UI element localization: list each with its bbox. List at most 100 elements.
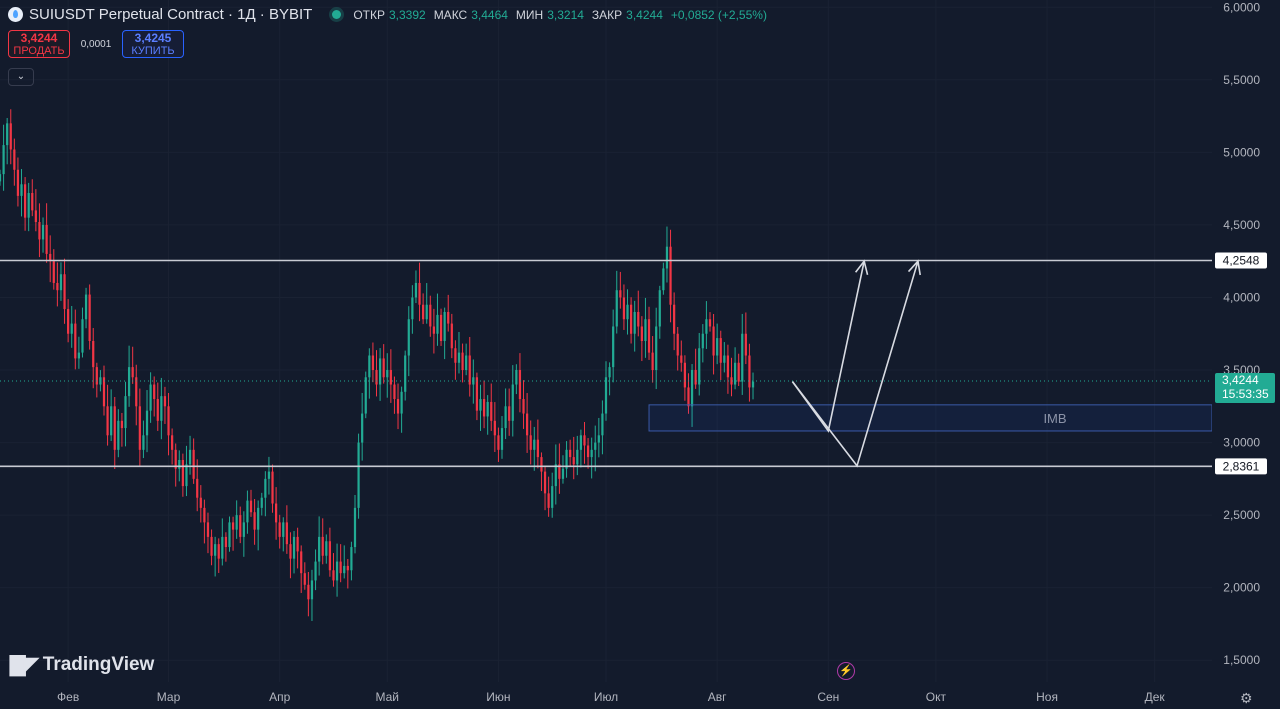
candle-body — [515, 370, 518, 385]
candle-body — [375, 370, 378, 385]
candle-body — [601, 413, 604, 436]
candle-body — [748, 355, 751, 388]
candle-body — [52, 261, 55, 283]
candle-body — [551, 486, 554, 508]
candle-body — [178, 459, 181, 469]
x-tick-label: Мар — [157, 690, 181, 704]
y-tick-label: 5,0000 — [1223, 145, 1260, 159]
candle-body — [690, 370, 694, 407]
tradingview-logo[interactable]: ▇◤ TradingView — [10, 652, 154, 677]
ohlc-high-value: 3,4464 — [471, 7, 508, 22]
spread-value: 0,0001 — [80, 38, 112, 50]
candle-body — [106, 406, 109, 436]
sell-button[interactable]: 3,4244 ПРОДАТЬ — [8, 30, 70, 58]
candle-body — [389, 370, 392, 385]
y-tick-label: 6,0000 — [1223, 0, 1260, 14]
candle-body — [497, 435, 500, 450]
candle-body — [74, 323, 77, 359]
y-tick-label: 4,0000 — [1223, 290, 1260, 304]
candle-body — [651, 352, 654, 371]
candle-body — [500, 428, 504, 450]
candle-body — [662, 268, 665, 291]
candle-body — [404, 355, 407, 392]
candle-body — [260, 497, 263, 508]
candle-body — [637, 311, 640, 327]
market-status-dot — [332, 10, 342, 19]
candle-body — [274, 503, 278, 523]
symbol-title[interactable]: SUIUSDT Perpetual Contract · 1Д · BYBIT — [29, 6, 313, 23]
drawings[interactable]: IMB — [0, 259, 1213, 468]
candle-body — [138, 406, 141, 450]
x-tick-label: Авг — [708, 690, 727, 704]
candle-body — [41, 224, 45, 240]
candle-body — [572, 457, 575, 465]
x-tick-label: Апр — [269, 690, 291, 704]
candle-body — [526, 413, 529, 436]
candle-body — [214, 544, 217, 556]
candle-body — [436, 314, 439, 334]
candle-body — [543, 471, 547, 494]
candle-body — [368, 355, 371, 378]
candle-body — [257, 507, 260, 530]
candle-body — [332, 570, 335, 581]
candle-body — [217, 544, 220, 559]
candle-body — [67, 309, 70, 334]
buy-label: КУПИТЬ — [131, 45, 175, 57]
candle-body — [612, 326, 615, 368]
candle-body — [658, 290, 661, 327]
candle-body — [77, 352, 80, 359]
x-tick-label: Окт — [926, 690, 947, 704]
candle-body — [615, 290, 618, 327]
candle-body — [716, 338, 719, 356]
buy-price: 3,4245 — [134, 31, 172, 45]
candle-body — [20, 184, 23, 196]
candle-body — [350, 547, 353, 571]
collapse-legend-button[interactable]: ⌄ — [8, 68, 34, 86]
candle-body — [63, 274, 66, 310]
candle-body — [278, 522, 281, 537]
candle-body — [565, 449, 568, 469]
buy-button[interactable]: 3,4245 КУПИТЬ — [122, 30, 184, 58]
candle-body — [583, 435, 586, 446]
candle-body — [335, 561, 339, 581]
candle-body — [27, 192, 30, 218]
ohlc-open-value: 3,3392 — [388, 7, 426, 22]
candle-body — [723, 355, 726, 363]
candle-body — [457, 352, 461, 363]
x-tick-label: Июн — [486, 690, 510, 704]
candle-body — [432, 326, 435, 334]
candle-body — [289, 544, 292, 559]
gear-icon[interactable]: ⚙ — [1240, 690, 1253, 706]
candle-body — [353, 507, 357, 548]
candle-body — [576, 449, 579, 465]
candle-body — [640, 326, 643, 341]
candle-body — [744, 333, 747, 356]
candle-body — [310, 580, 314, 600]
candle-body — [701, 333, 704, 349]
candle-body — [411, 297, 414, 320]
candle-body — [665, 246, 669, 269]
candle-body — [271, 471, 274, 504]
candle-body — [239, 515, 242, 537]
sell-label: ПРОДАТЬ — [13, 45, 65, 57]
candle-body — [23, 184, 27, 218]
candle-body — [253, 512, 256, 530]
candle-body — [49, 253, 52, 262]
candle-body — [88, 294, 91, 341]
candle-body — [224, 536, 228, 548]
candle-body — [629, 304, 633, 334]
candle-body — [45, 224, 48, 254]
candle-body — [382, 358, 385, 378]
candle-body — [561, 468, 565, 479]
candle-body — [321, 536, 324, 556]
candle-body — [303, 573, 306, 585]
candle-body — [210, 536, 213, 556]
candle-body — [694, 370, 697, 385]
y-tick-label: 3,0000 — [1223, 436, 1260, 450]
candle-body — [292, 536, 296, 559]
candle-body — [174, 449, 177, 469]
candle-body — [479, 399, 482, 411]
lightning-icon[interactable]: ⚡ — [837, 662, 855, 680]
candle-body — [196, 478, 199, 498]
